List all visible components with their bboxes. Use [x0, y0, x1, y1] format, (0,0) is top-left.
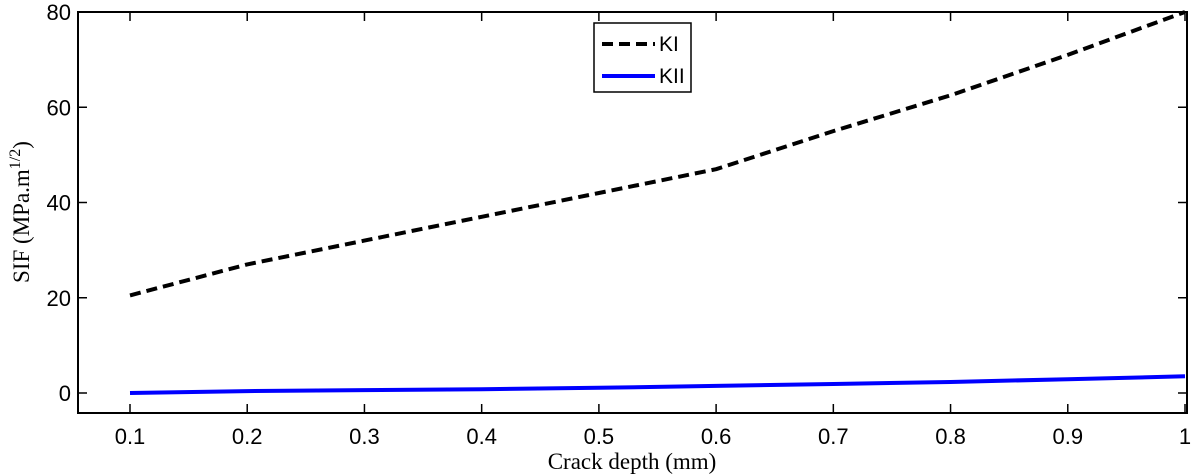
x-tick-label: 0.1: [115, 424, 146, 449]
x-tick-label: 0.5: [584, 424, 615, 449]
x-tick-label: 0.4: [466, 424, 497, 449]
series-layer: [129, 10, 1186, 395]
y-tick-label: 20: [47, 286, 71, 311]
x-tick-label: 0.9: [1052, 424, 1083, 449]
y-axis-title-main: SIF (MPa.m: [9, 169, 34, 283]
x-axis-ticks: 0.1 0.2 0.3 0.4 0.5 0.6 0.7 0.8 0.9 1: [115, 12, 1191, 449]
x-tick-label: 1: [1179, 424, 1191, 449]
legend-label-kii: KII: [659, 65, 685, 88]
x-tick-label: 0.8: [935, 424, 966, 449]
x-axis-title: Crack depth (mm): [548, 449, 717, 474]
series-line-ki: [129, 10, 1186, 298]
x-tick-label: 0.7: [818, 424, 849, 449]
legend-label-ki: KI: [659, 33, 679, 56]
y-tick-label: 0: [59, 381, 71, 406]
y-tick-label: 40: [47, 191, 71, 216]
legend: KI KII: [593, 22, 692, 93]
y-tick-label: 80: [47, 0, 71, 25]
y-tick-label: 60: [47, 95, 71, 120]
legend-box: [593, 22, 692, 93]
y-axis-title: SIF (MPa.m1/2): [7, 141, 34, 283]
series-line-kii: [129, 374, 1186, 395]
x-tick-label: 0.2: [232, 424, 263, 449]
y-axis-ticks: 0 20 40 60 80: [47, 0, 1187, 406]
y-axis-title-superscript: 1/2: [7, 149, 24, 169]
y-axis-title-close: ): [9, 141, 34, 149]
x-tick-label: 0.3: [349, 424, 380, 449]
x-tick-label: 0.6: [701, 424, 732, 449]
